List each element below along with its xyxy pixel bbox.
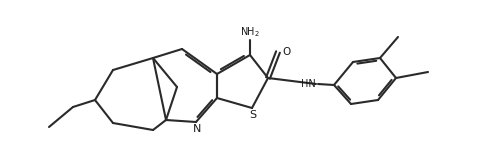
Text: N: N: [193, 124, 201, 134]
Text: HN: HN: [301, 79, 316, 89]
Text: NH$_2$: NH$_2$: [240, 25, 260, 39]
Text: S: S: [249, 110, 257, 120]
Text: O: O: [282, 47, 290, 57]
